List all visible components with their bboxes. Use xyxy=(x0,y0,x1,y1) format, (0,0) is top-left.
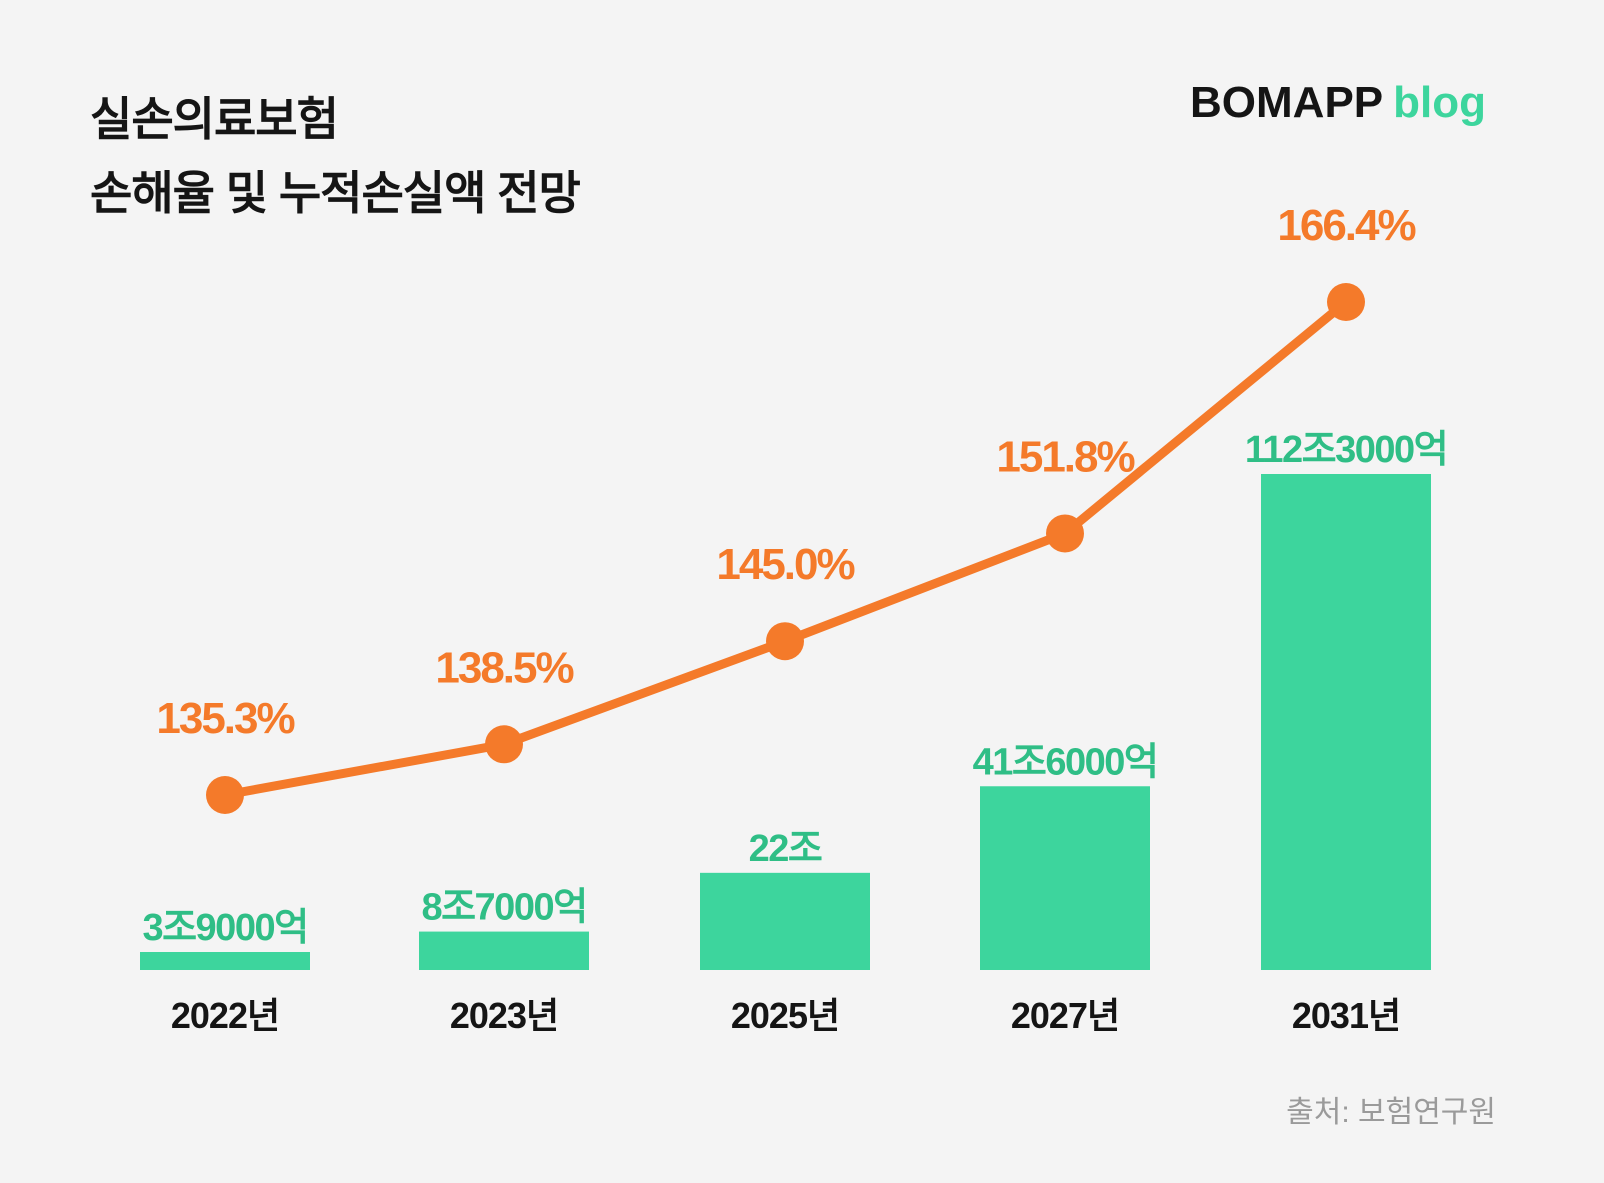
bar-value-label-4: 112조3000억 xyxy=(1245,429,1447,471)
bar-0 xyxy=(140,952,310,970)
brand-name: BOMAPP xyxy=(1190,78,1384,127)
line-value-label-1: 138.5% xyxy=(435,643,573,692)
x-tick-label-2: 2025년 xyxy=(731,995,839,1036)
chart-title-line-1: 실손의료보험 xyxy=(90,93,339,145)
line-point-1 xyxy=(485,725,523,764)
bar-value-label-1: 8조7000억 xyxy=(421,887,586,929)
bar-value-label-3: 41조6000억 xyxy=(973,741,1158,783)
bar-3 xyxy=(980,786,1150,970)
line-point-4 xyxy=(1327,283,1365,321)
chart-title-line-2: 손해율 및 누적손실액 전망 xyxy=(90,167,581,219)
x-tick-label-3: 2027년 xyxy=(1011,995,1119,1036)
bar-1 xyxy=(419,931,589,970)
line-value-label-2: 145.0% xyxy=(716,540,854,589)
line-point-0 xyxy=(206,776,244,814)
bar-value-label-2: 22조 xyxy=(749,828,822,870)
bar-value-label-0: 3조9000억 xyxy=(142,907,307,949)
line-point-3 xyxy=(1046,514,1084,553)
line-value-label-0: 135.3% xyxy=(156,694,294,743)
brand-logo: BOMAPP blog xyxy=(1190,78,1486,128)
bar-4 xyxy=(1261,474,1431,970)
x-tick-label-0: 2022년 xyxy=(171,995,279,1036)
line-value-label-4: 166.4% xyxy=(1277,201,1415,250)
bar-2 xyxy=(700,872,870,970)
line-value-label-3: 151.8% xyxy=(996,432,1134,481)
chart-title: 실손의료보험 손해율 및 누적손실액 전망 xyxy=(90,82,581,230)
brand-suffix: blog xyxy=(1393,78,1486,127)
x-tick-label-1: 2023년 xyxy=(450,995,558,1036)
x-tick-label-4: 2031년 xyxy=(1292,995,1400,1036)
line-point-2 xyxy=(766,622,804,661)
source-note: 출처: 보험연구원 xyxy=(1286,1096,1496,1129)
